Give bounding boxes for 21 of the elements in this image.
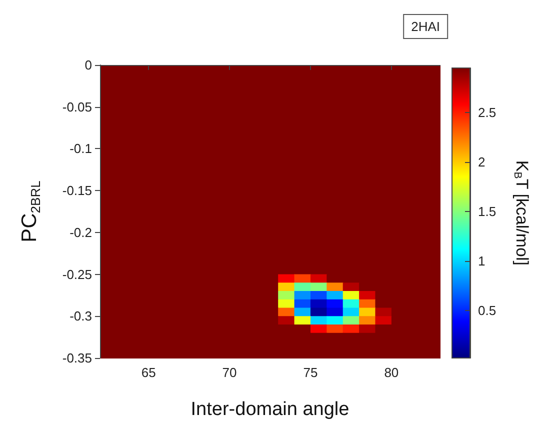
y-tick-label: -0.05 [62,99,92,114]
y-tick-label: -0.1 [70,141,92,156]
x-tick-label: 75 [303,365,318,380]
x-tick-label: 65 [141,365,156,380]
color-bar-label: 1 [478,254,486,269]
x-tick-label: 70 [222,365,237,380]
y-tick-label: -0.35 [62,350,92,366]
color-bar-label: 1.5 [478,204,496,220]
x-axis-title: Inter-domain angle [190,399,350,420]
color-bar-label: 2 [478,154,486,170]
y-tick-label: 0 [84,58,92,72]
y-tick-label: -0.3 [70,308,92,324]
y-tick-label: -0.15 [62,183,92,198]
y-tick-label: -0.25 [62,266,92,282]
y-axis-title: PC2BRL [18,180,43,242]
color-bar-title: KBT [kcal/mol] [512,160,532,266]
x-tick-label: 80 [384,365,399,380]
y-tick-label: -0.2 [70,224,92,240]
color-bar-label: 0.5 [478,302,496,318]
color-bar-label: 2.5 [478,105,496,120]
text: 2HAI [411,19,440,34]
